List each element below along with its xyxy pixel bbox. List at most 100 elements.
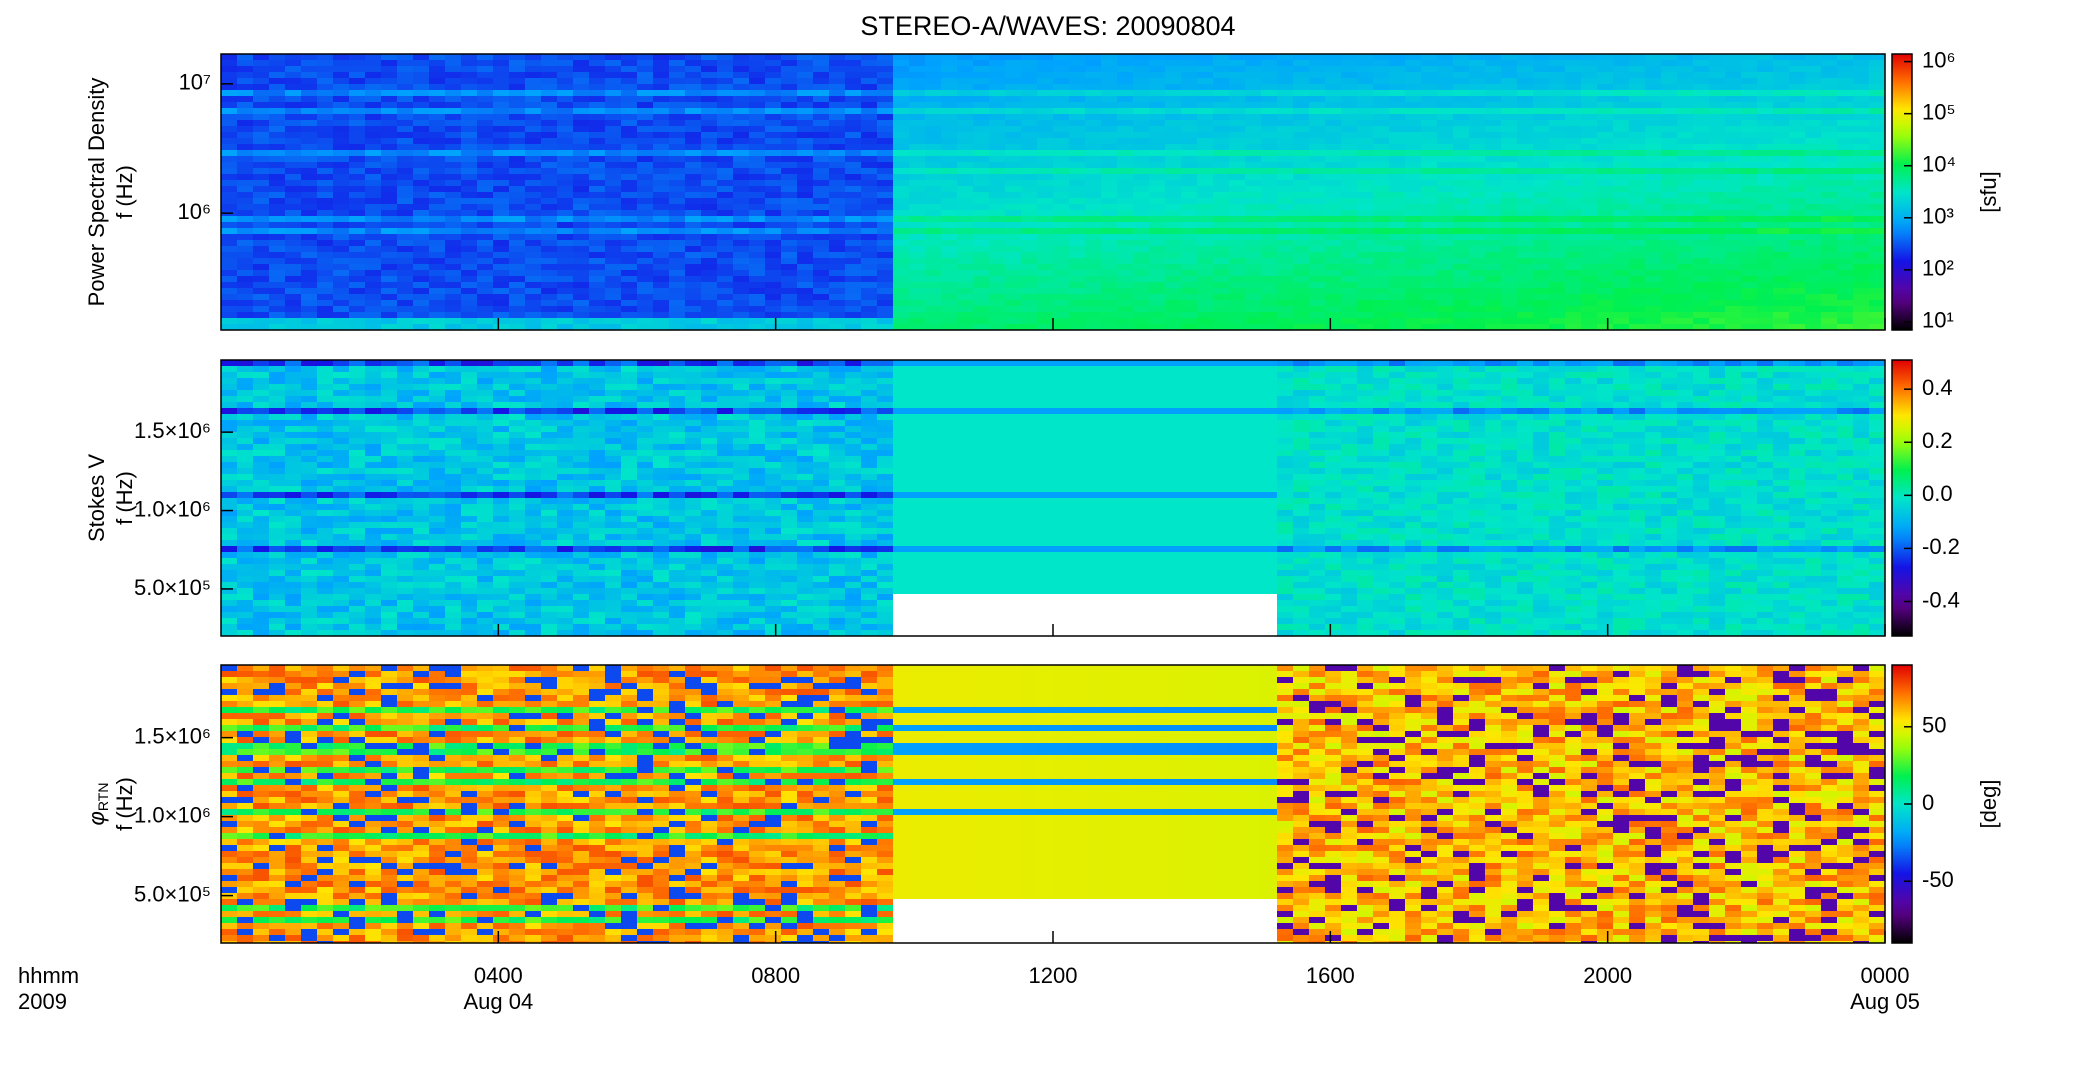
spectrogram: [221, 360, 1885, 636]
spectrogram-cell: [1645, 282, 1661, 288]
spectrogram-cell: [1197, 156, 1213, 162]
spectrogram-cell: [925, 174, 941, 180]
spectrogram-cell: [285, 150, 301, 156]
spectrogram-cell: [1453, 210, 1469, 216]
spectrogram-cell: [941, 288, 957, 294]
spectrogram-cell: [285, 204, 301, 210]
spectrogram-cell: [1341, 216, 1357, 222]
spectrogram-cell: [749, 204, 765, 210]
spectrogram-cell: [1565, 234, 1581, 240]
spectrogram-cell: [1085, 258, 1101, 264]
spectrogram-cell: [1277, 90, 1293, 96]
spectrogram-cell: [1741, 300, 1757, 306]
spectrogram-cell: [973, 222, 989, 228]
spectrogram-cell: [1261, 288, 1277, 294]
spectrogram-cell: [221, 312, 237, 318]
spectrogram-cell: [1101, 258, 1117, 264]
spectrogram-cell: [861, 168, 877, 174]
spectrogram-cell: [397, 264, 413, 270]
spectrogram-cell: [397, 318, 413, 324]
spectrogram-cell: [1693, 114, 1709, 120]
spectrogram-cell: [1213, 72, 1229, 78]
spectrogram-cell: [413, 234, 429, 240]
spectrogram-cell: [1549, 84, 1565, 90]
spectrogram-cell: [973, 270, 989, 276]
spectrogram-cell: [589, 162, 605, 168]
spectrogram-cell: [893, 114, 909, 120]
spectrogram-cell: [1645, 156, 1661, 162]
spectrogram-cell: [1725, 126, 1741, 132]
spectrogram-cell: [253, 282, 269, 288]
spectrogram-cell: [1501, 276, 1517, 282]
spectrogram-cell: [1053, 102, 1069, 108]
spectrogram-cell: [1517, 90, 1533, 96]
spectrogram-cell: [1085, 138, 1101, 144]
spectrogram-cell: [1021, 180, 1037, 186]
spectrogram-cell: [1149, 246, 1165, 252]
spectrogram-cell: [637, 114, 653, 120]
spectrogram-cell: [1549, 228, 1565, 234]
spectrogram-cell: [589, 66, 605, 72]
spectrogram-cell: [1869, 324, 1885, 330]
spectrogram-cell: [925, 246, 941, 252]
spectrogram-cell: [1549, 324, 1565, 330]
spectrogram-cell: [685, 234, 701, 240]
spectrogram-cell: [605, 150, 621, 156]
spectrogram-cell: [1245, 138, 1261, 144]
spectrogram-cell: [573, 204, 589, 210]
spectrogram-cell: [525, 132, 541, 138]
spectrogram-cell: [1741, 264, 1757, 270]
spectrogram-cell: [557, 216, 573, 222]
spectrogram-cell: [749, 102, 765, 108]
spectrogram-cell: [477, 204, 493, 210]
spectrogram-cell: [925, 276, 941, 282]
spectrogram-cell: [1421, 162, 1437, 168]
spectrogram-cell: [1805, 252, 1821, 258]
spectrogram-cell: [1325, 120, 1341, 126]
spectrogram-cell: [1469, 282, 1485, 288]
spectrogram-cell: [1277, 138, 1293, 144]
spectrogram-cell: [541, 150, 557, 156]
spectrogram-cell: [877, 84, 893, 90]
spectrogram-cell: [1069, 276, 1085, 282]
spectrogram-cell: [669, 228, 685, 234]
spectrogram-cell: [1645, 318, 1661, 324]
spectrogram-cell: [589, 60, 605, 66]
spectrogram-cell: [1597, 228, 1613, 234]
spectrogram-cell: [1677, 162, 1693, 168]
spectrogram-cell: [1597, 258, 1613, 264]
spectrogram-cell: [1101, 264, 1117, 270]
spectrogram-cell: [1789, 240, 1805, 246]
spectrogram-cell: [845, 246, 861, 252]
spectrogram-cell: [1645, 294, 1661, 300]
spectrogram-cell: [1117, 312, 1133, 318]
colorbar: [1891, 53, 1913, 331]
spectrogram-cell: [301, 228, 317, 234]
spectrogram-cell: [1117, 168, 1133, 174]
spectrogram-cell: [813, 324, 829, 330]
spectrogram-cell: [765, 204, 781, 210]
spectrogram-cell: [1869, 78, 1885, 84]
spectrogram-cell: [957, 234, 973, 240]
spectrogram-cell: [1597, 174, 1613, 180]
spectrogram-cell: [1741, 114, 1757, 120]
spectrogram-cell: [685, 72, 701, 78]
spectrogram-cell: [1085, 114, 1101, 120]
spectrogram-cell: [605, 204, 621, 210]
spectrogram-cell: [1261, 192, 1277, 198]
spectrogram-cell: [429, 66, 445, 72]
spectrogram-cell: [1213, 120, 1229, 126]
spectrogram-cell: [1533, 234, 1549, 240]
spectrogram-cell: [1197, 162, 1213, 168]
spectrogram-cell: [1661, 126, 1677, 132]
spectrogram-cell: [1357, 132, 1373, 138]
spectrogram-cell: [957, 72, 973, 78]
spectrogram-cell: [317, 54, 333, 60]
spectrogram-cell: [397, 120, 413, 126]
spectrogram-cell: [733, 318, 749, 324]
spectrogram-cell: [317, 288, 333, 294]
spectrogram-cell: [877, 258, 893, 264]
spectrogram-cell: [1229, 282, 1245, 288]
spectrogram-cell: [861, 198, 877, 204]
spectrogram-cell: [1613, 258, 1629, 264]
